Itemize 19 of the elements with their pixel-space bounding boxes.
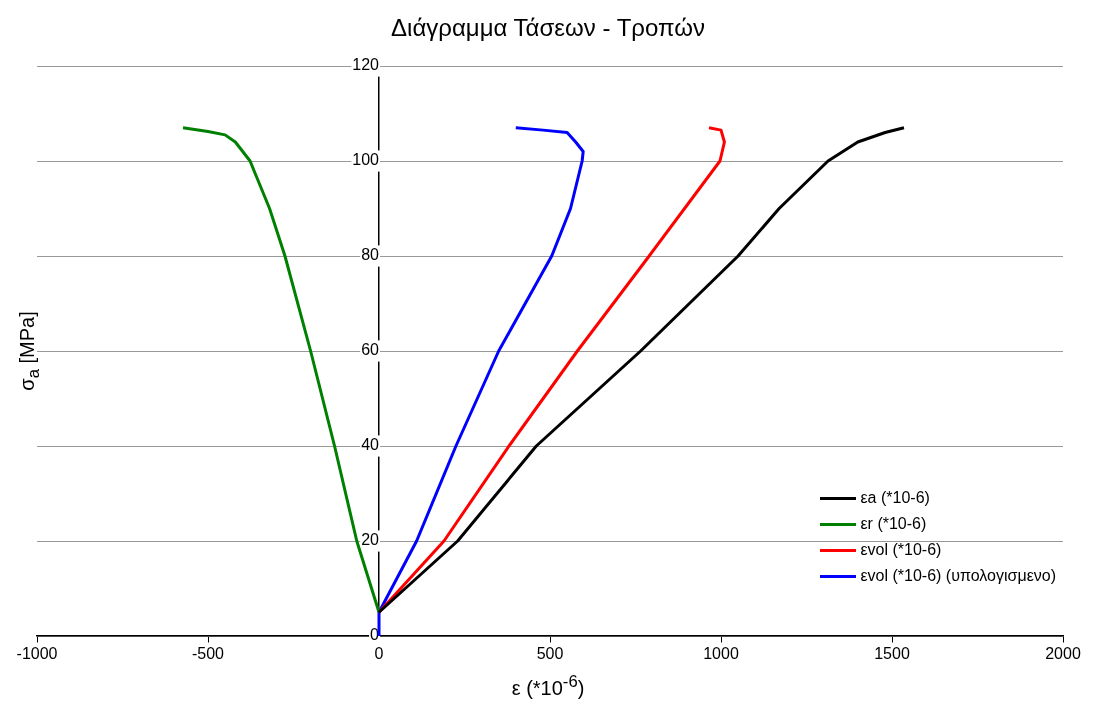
- legend-label: εr (*10-6): [860, 515, 927, 532]
- y-tick-label: 60: [361, 341, 380, 359]
- legend-label: εvol (*10-6): [860, 541, 942, 558]
- y-tick-label: 20: [361, 531, 380, 549]
- x-tick-label: 1500: [874, 645, 910, 663]
- x-tick-label: -1000: [16, 645, 58, 663]
- x-axis-title: ε (*10$^{-6}$): [510, 672, 586, 700]
- x-tick-label: -500: [191, 645, 225, 663]
- y-tick-label: 80: [361, 246, 380, 264]
- legend-label: εa (*10-6): [860, 489, 930, 506]
- x-tick-label: 500: [536, 645, 564, 663]
- x-tick-label: 2000: [1045, 645, 1081, 663]
- y-tick-label: 0: [370, 626, 380, 644]
- y-tick-label: 120: [352, 56, 380, 74]
- y-tick-label: 40: [361, 436, 380, 454]
- x-tick-label: 1000: [703, 645, 739, 663]
- chart-title: Διάγραμμα Τάσεων - Τροπών: [390, 14, 706, 42]
- legend-label: εvol (*10-6) (υπολογισμενο): [860, 567, 1056, 584]
- y-tick-label: 100: [352, 151, 380, 169]
